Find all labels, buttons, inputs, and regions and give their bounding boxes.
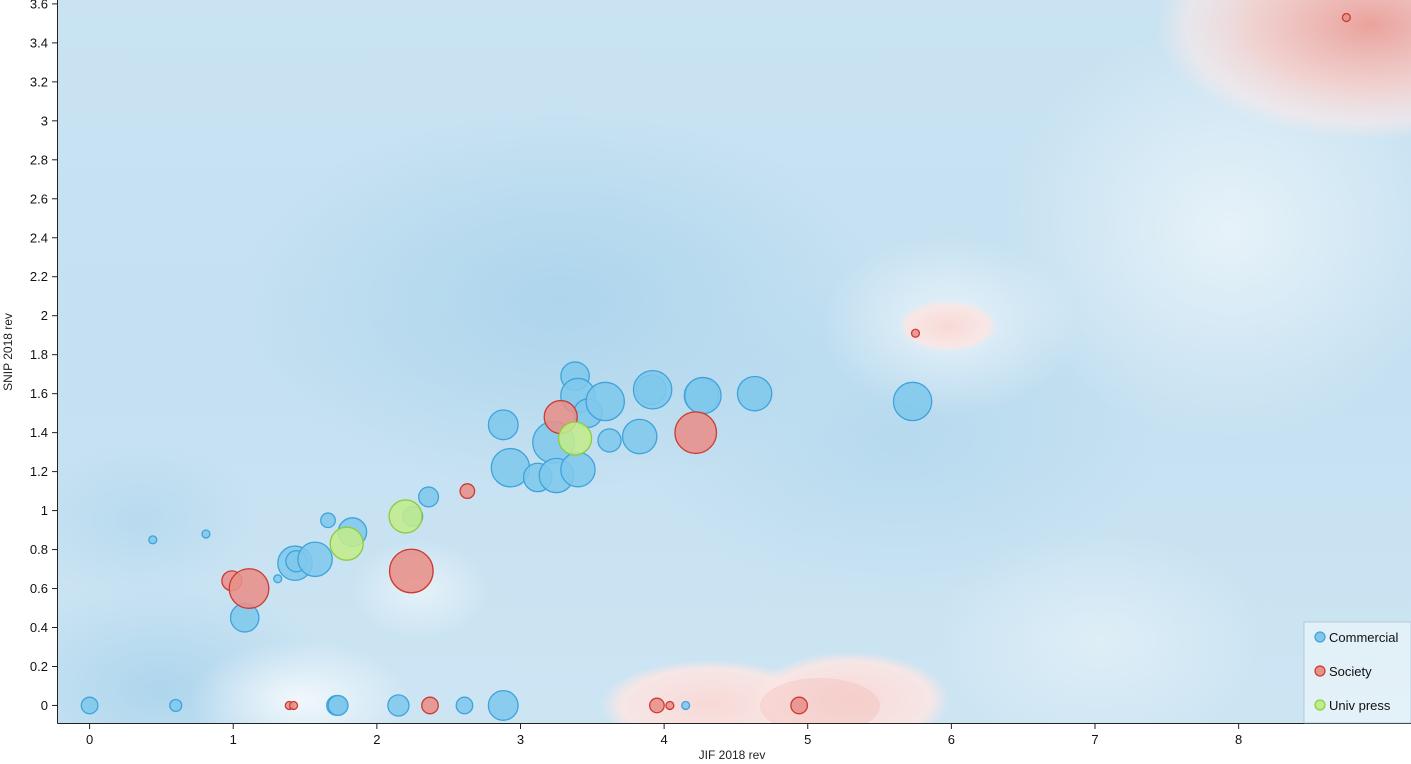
data-point	[228, 568, 270, 609]
data-point	[288, 700, 299, 711]
data-point	[148, 535, 158, 545]
data-point	[1341, 12, 1351, 23]
y-tick-label: 2	[41, 308, 48, 323]
y-tick-label: 3.2	[30, 74, 48, 89]
y-tick-label: 0.2	[30, 659, 48, 674]
y-tick-label: 1.6	[30, 386, 48, 401]
x-tick-label: 7	[1091, 732, 1098, 747]
y-tick-label: 2.6	[30, 191, 48, 206]
data-point	[418, 486, 440, 508]
data-point	[674, 411, 718, 455]
data-point	[329, 526, 364, 561]
y-tick-label: 0.4	[30, 620, 48, 635]
y-axis-ticks: 0 0.2 0.4 0.6 0.8 1 1.2 1.4 1.6 1.8 2 2.2 2.4 2.6 2.8 3…	[30, 0, 58, 713]
y-tick-label: 1.8	[30, 347, 48, 362]
y-tick-label: 0.6	[30, 581, 48, 596]
legend: Commercial Society Univ press	[1303, 621, 1411, 724]
y-tick-label: 0.8	[30, 542, 48, 557]
y-tick-label: 2.2	[30, 269, 48, 284]
data-point	[388, 499, 423, 534]
legend-swatch	[1314, 665, 1326, 677]
x-tick-label: 4	[661, 732, 668, 747]
data-point	[201, 529, 211, 539]
x-tick-label: 5	[804, 732, 811, 747]
y-tick-label: 2.8	[30, 152, 48, 167]
x-axis-title: JIF 2018 rev	[699, 748, 766, 762]
data-point	[910, 328, 921, 338]
series-commercial	[80, 361, 933, 721]
data-point	[421, 696, 439, 715]
x-tick-label: 1	[230, 732, 237, 747]
data-point	[387, 694, 410, 717]
data-point	[169, 698, 183, 713]
data-point	[557, 421, 593, 456]
y-tick-label: 3.4	[30, 35, 48, 50]
data-point	[487, 689, 519, 721]
y-tick-label: 3.6	[30, 0, 48, 11]
data-point	[621, 418, 658, 455]
data-point	[388, 548, 434, 594]
legend-swatch	[1314, 699, 1326, 711]
x-tick-label: 0	[86, 732, 93, 747]
x-tick-label: 3	[517, 732, 524, 747]
data-point	[560, 451, 596, 488]
legend-swatch	[1314, 631, 1326, 643]
data-point	[327, 694, 349, 717]
data-point	[585, 381, 626, 422]
y-tick-label: 3	[41, 113, 48, 128]
data-point	[273, 574, 283, 584]
data-point	[632, 369, 673, 410]
x-tick-label: 8	[1235, 732, 1242, 747]
data-point	[455, 696, 474, 715]
y-tick-label: 0	[41, 698, 48, 713]
legend-label: Commercial	[1329, 630, 1398, 645]
x-tick-label: 2	[373, 732, 380, 747]
data-point	[684, 376, 722, 415]
data-point	[597, 428, 622, 453]
data-point	[297, 541, 333, 578]
data-point	[459, 483, 476, 500]
data-point	[681, 700, 691, 711]
data-point	[736, 375, 773, 412]
y-tick-label: 2.4	[30, 230, 48, 245]
y-tick-label: 1	[41, 503, 48, 518]
x-axis-ticks: 0 1 2 3 4 5 6 7 8	[86, 723, 1242, 747]
series-univ-press	[329, 421, 593, 561]
data-point	[487, 409, 519, 441]
data-points	[80, 12, 1351, 721]
data-point	[790, 696, 809, 715]
y-tick-label: 1.2	[30, 464, 48, 479]
legend-label: Society	[1329, 664, 1372, 679]
data-point	[892, 381, 933, 422]
x-tick-label: 6	[948, 732, 955, 747]
legend-label: Univ press	[1329, 698, 1391, 713]
y-tick-label: 1.4	[30, 425, 48, 440]
data-point	[649, 697, 665, 714]
data-point	[80, 696, 99, 715]
data-point	[320, 512, 336, 529]
y-axis-title: SNIP 2018 rev	[1, 313, 15, 391]
data-point	[665, 700, 675, 711]
